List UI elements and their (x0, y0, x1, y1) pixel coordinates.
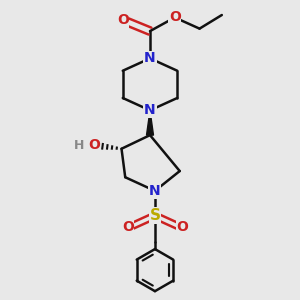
Polygon shape (146, 110, 154, 135)
Text: S: S (149, 208, 161, 223)
Text: O: O (169, 11, 181, 25)
Text: O: O (117, 13, 129, 27)
Text: O: O (88, 138, 100, 152)
Text: N: N (149, 184, 161, 198)
Text: H: H (74, 139, 85, 152)
Text: O: O (176, 220, 188, 234)
Text: N: N (144, 103, 156, 117)
Text: N: N (144, 51, 156, 65)
Text: O: O (122, 220, 134, 234)
